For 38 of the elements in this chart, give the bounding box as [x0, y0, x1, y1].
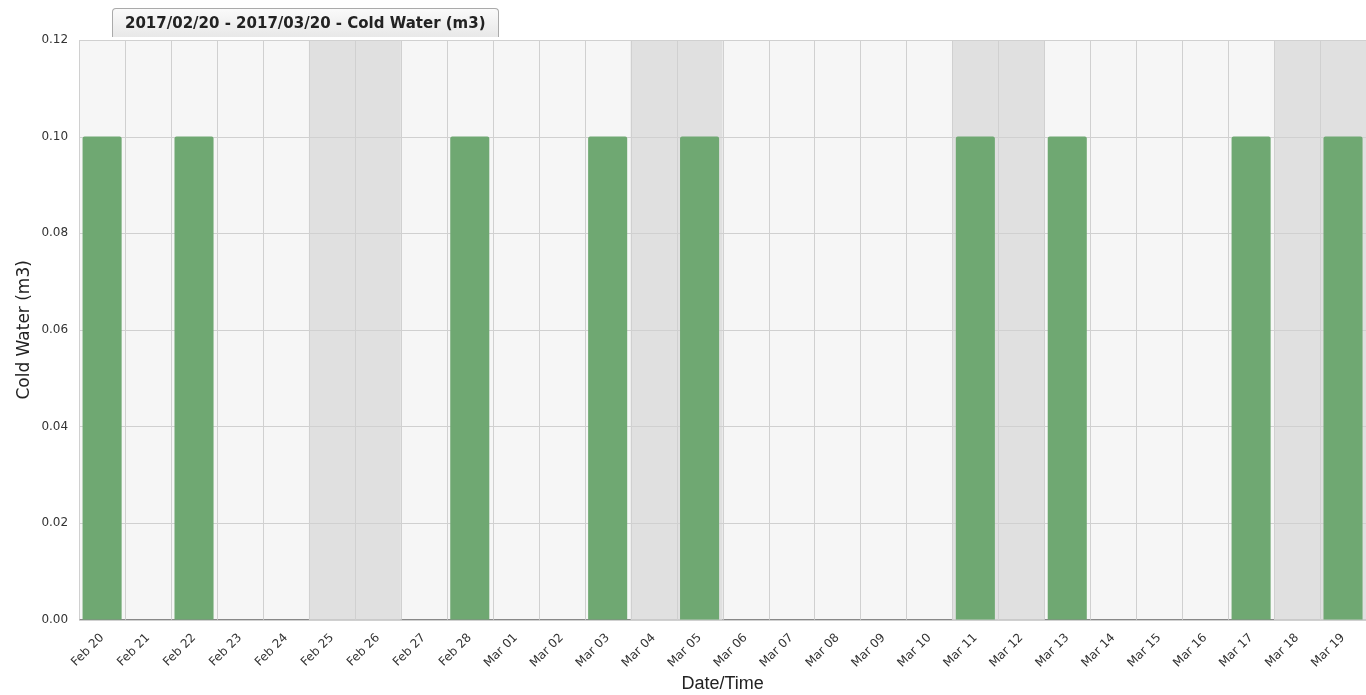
x-tick-label: Mar 04: [618, 630, 658, 670]
x-tick-label: Mar 19: [1307, 630, 1348, 670]
x-tick-label: Mar 01: [480, 630, 521, 670]
x-tick-label: Feb 21: [113, 630, 153, 669]
x-tick-label: Mar 16: [1170, 630, 1210, 670]
x-tick-label: Mar 13: [1032, 630, 1072, 670]
x-tick-label: Mar 02: [526, 630, 567, 670]
x-tick-label: Mar 15: [1124, 630, 1164, 670]
x-tick-label: Mar 06: [710, 630, 750, 670]
x-tick-label: Mar 10: [894, 630, 934, 670]
x-tick-label: Feb 22: [159, 630, 199, 669]
x-tick-label: Feb 20: [68, 630, 107, 669]
x-tick-label: Feb 26: [343, 630, 383, 669]
y-tick-label: 0.04: [41, 418, 69, 433]
x-tick-label: Mar 09: [848, 630, 888, 670]
x-tick-label: Mar 08: [802, 630, 842, 670]
x-tick-label: Mar 11: [940, 630, 980, 670]
x-tick-label: Mar 18: [1261, 630, 1302, 670]
y-tick-label: 0.02: [41, 515, 69, 530]
y-tick-label: 0.08: [41, 225, 69, 240]
x-tick-label: Mar 05: [664, 630, 704, 670]
x-tick-label: Mar 03: [572, 630, 612, 670]
y-axis-title: Cold Water (m3): [12, 260, 33, 400]
x-tick-label: Feb 28: [435, 630, 475, 669]
x-axis-title: Date/Time: [681, 673, 764, 694]
x-tick-label: Feb 25: [297, 630, 337, 669]
chart-title: 2017/02/20 - 2017/03/20 - Cold Water (m3): [112, 8, 499, 37]
x-tick-label: Mar 07: [756, 630, 796, 670]
x-tick-label: Mar 17: [1216, 630, 1256, 670]
x-tick-label: Feb 23: [205, 630, 245, 669]
x-tick-label: Mar 12: [986, 630, 1026, 670]
x-tick-label: Feb 27: [389, 630, 429, 669]
x-tick-label: Mar 14: [1078, 630, 1118, 670]
y-tick-label: 0.06: [41, 321, 69, 336]
y-tick-label: 0.10: [41, 128, 69, 143]
y-tick-label: 0.00: [41, 611, 69, 626]
y-tick-label: 0.12: [41, 32, 69, 47]
x-tick-label: Feb 24: [251, 630, 291, 669]
